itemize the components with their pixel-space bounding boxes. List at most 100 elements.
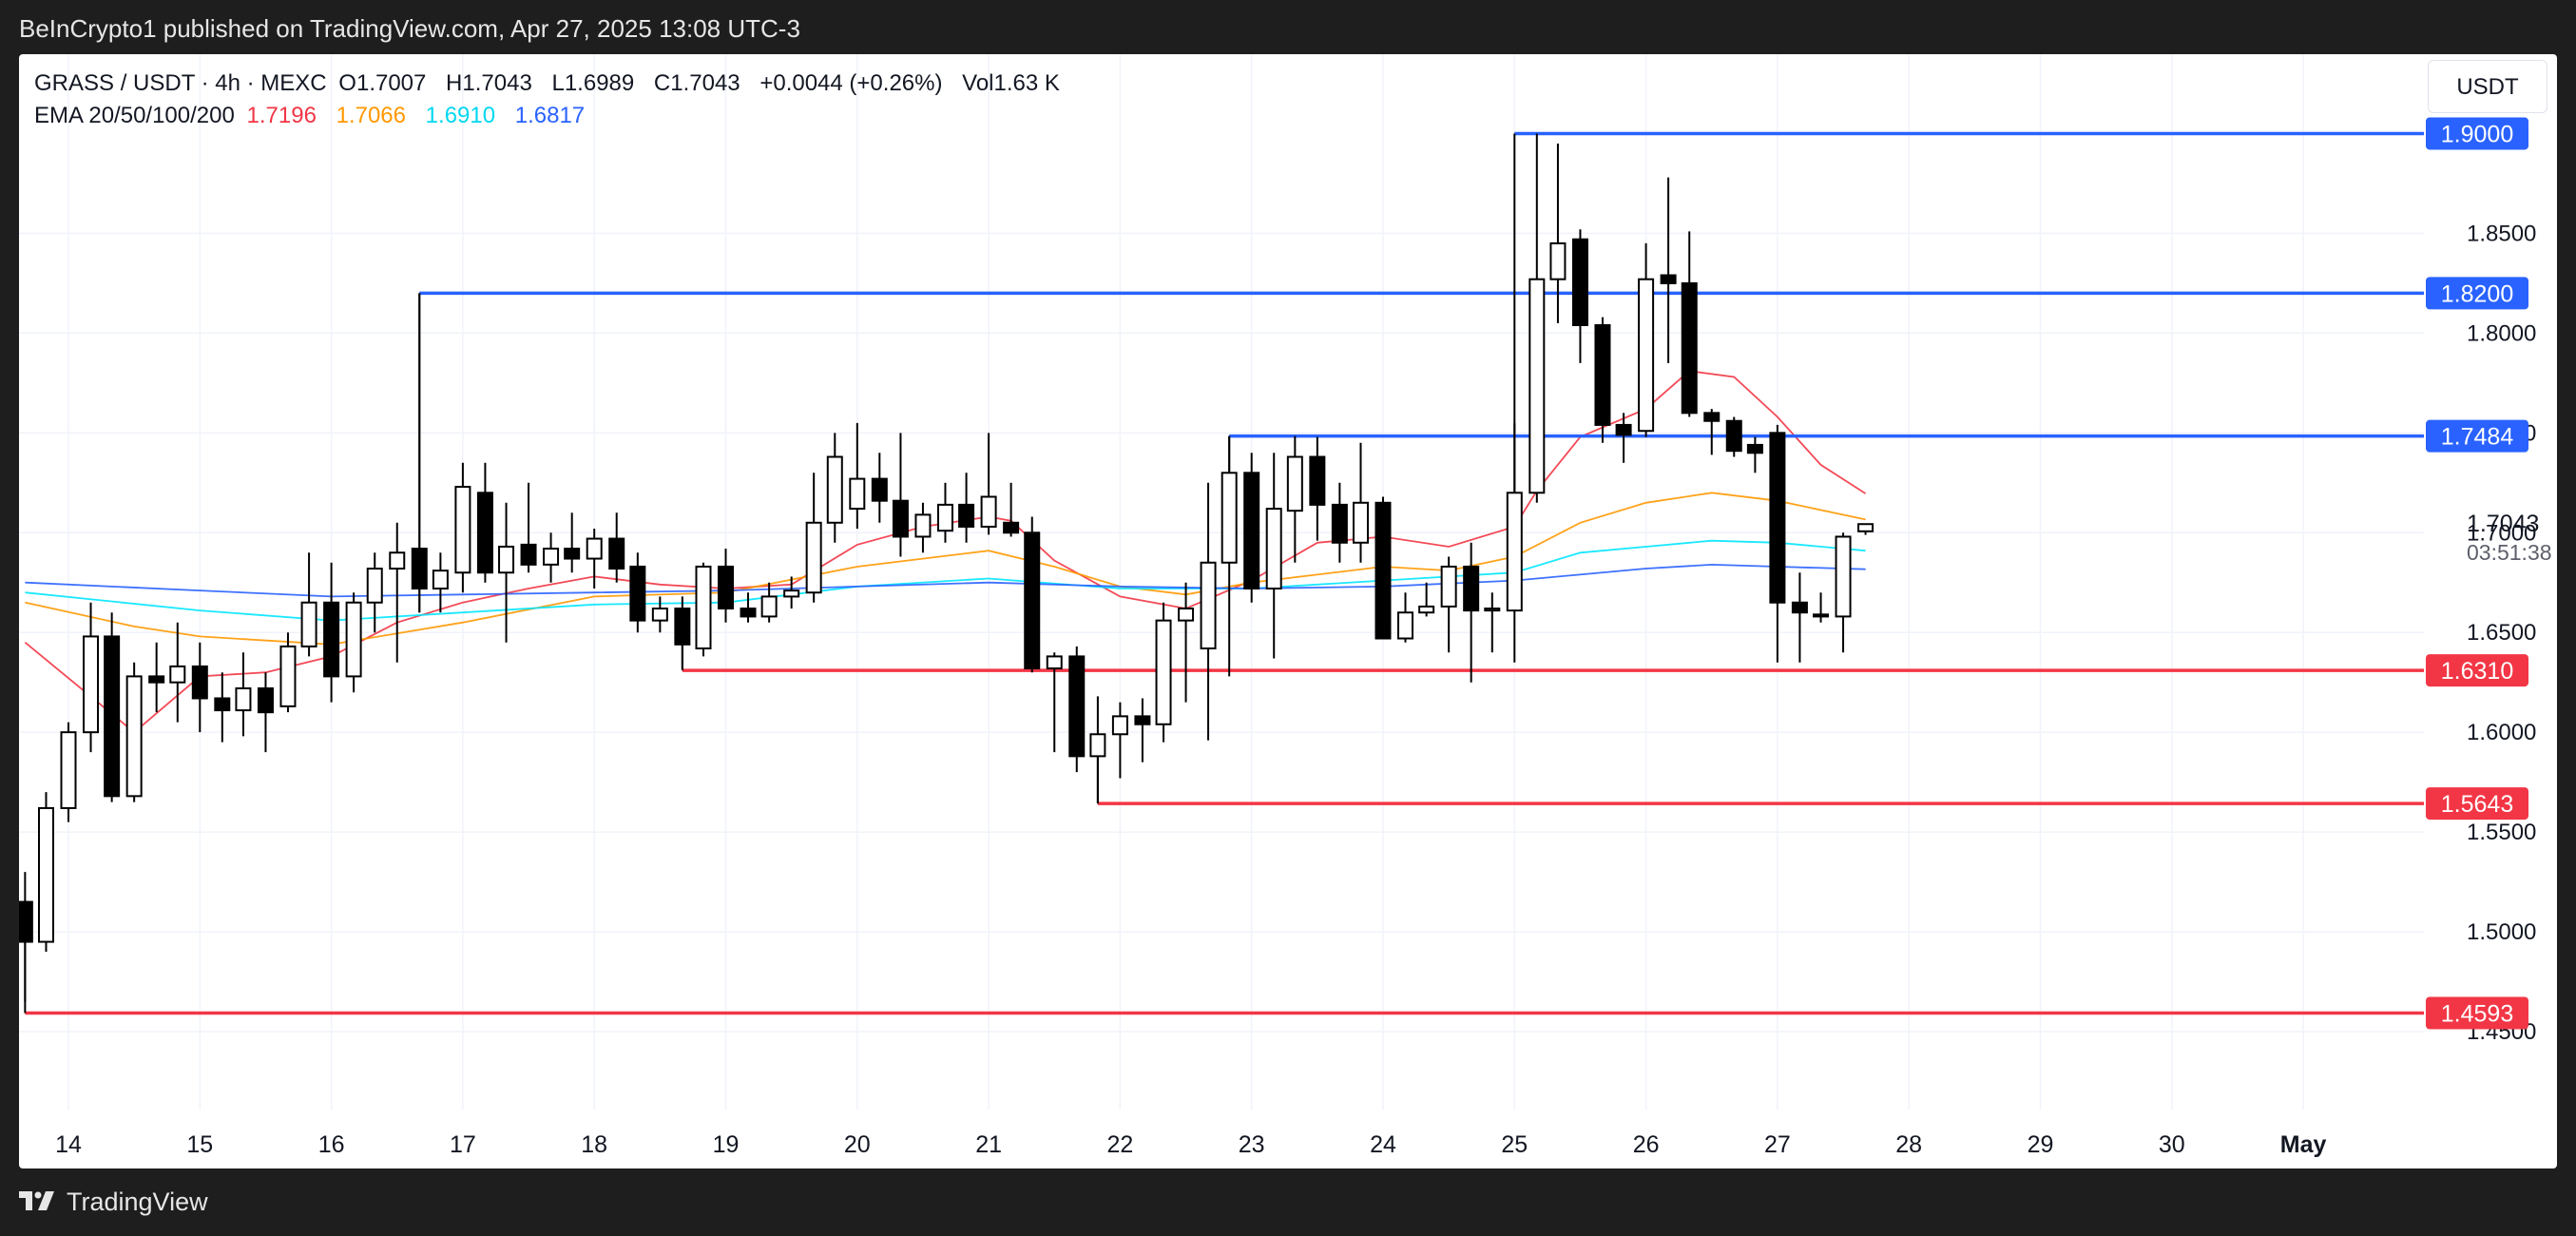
candle[interactable] (19, 872, 33, 1002)
candle[interactable] (1178, 582, 1195, 703)
candle[interactable] (1528, 133, 1546, 503)
candle[interactable] (608, 512, 625, 583)
candle[interactable] (651, 596, 668, 633)
candle[interactable] (1484, 592, 1501, 653)
candle[interactable] (104, 612, 121, 802)
candle[interactable] (871, 453, 888, 523)
candle[interactable] (695, 562, 712, 657)
candle[interactable] (432, 552, 449, 613)
currency-button[interactable]: USDT (2428, 60, 2547, 113)
candle[interactable] (520, 482, 537, 573)
symbol-label[interactable]: GRASS / USDT · 4h · MEXC (34, 70, 327, 96)
candle[interactable] (674, 596, 691, 668)
candle[interactable] (148, 642, 165, 713)
candle[interactable] (125, 662, 143, 802)
candle[interactable] (1046, 652, 1063, 753)
candle[interactable] (849, 422, 866, 530)
candle[interactable] (1506, 422, 1523, 663)
y-axis[interactable]: 1.45001.50001.55001.60001.65001.70001.75… (2467, 221, 2536, 1045)
candle[interactable] (1309, 436, 1326, 541)
candle[interactable] (892, 433, 909, 557)
candle[interactable] (279, 632, 297, 713)
candle[interactable] (169, 622, 186, 723)
candle[interactable] (1221, 435, 1238, 677)
level-price-label[interactable]: 1.7484 (2426, 419, 2528, 453)
candle[interactable] (214, 672, 231, 743)
candle[interactable] (1549, 143, 1567, 323)
candle[interactable] (498, 502, 515, 643)
footer-brand[interactable]: TradingView (67, 1188, 208, 1216)
candle[interactable] (564, 512, 581, 573)
candle[interactable] (1111, 702, 1128, 779)
candle[interactable] (1155, 602, 1172, 743)
candle[interactable] (300, 552, 317, 657)
tradingview-logo-icon[interactable] (19, 1188, 55, 1217)
candle[interactable] (826, 433, 843, 543)
candle[interactable] (60, 722, 77, 822)
level-price-label[interactable]: 1.4593 (2426, 996, 2528, 1030)
candle[interactable] (1331, 482, 1348, 563)
candle[interactable] (805, 473, 822, 603)
candle[interactable] (1003, 482, 1020, 537)
candle[interactable] (1134, 698, 1151, 763)
candle[interactable] (1594, 317, 1611, 443)
level-price-label[interactable]: 1.9000 (2426, 117, 2528, 150)
candle[interactable] (191, 642, 208, 733)
candle[interactable] (345, 592, 362, 693)
candle[interactable] (1200, 482, 1217, 741)
candle[interactable] (1703, 409, 1721, 455)
candle[interactable] (1835, 532, 1852, 653)
candle[interactable] (1375, 496, 1392, 640)
candle[interactable] (980, 433, 997, 535)
candle[interactable] (411, 293, 428, 613)
candle[interactable] (1068, 646, 1086, 773)
candle[interactable] (1725, 416, 1742, 457)
candle[interactable] (1857, 523, 1874, 535)
ema-label[interactable]: EMA 20/50/100/200 (34, 103, 235, 128)
candles[interactable] (19, 133, 1874, 1002)
candle[interactable] (760, 582, 778, 623)
candle[interactable] (235, 652, 252, 737)
chart-panel[interactable]: 1.45001.50001.55001.60001.65001.70001.75… (19, 54, 2557, 1168)
candle[interactable] (936, 482, 953, 543)
candle[interactable] (1571, 229, 1588, 363)
candle[interactable] (1660, 177, 1677, 363)
candle[interactable] (543, 532, 560, 583)
level-price-label[interactable]: 1.6310 (2426, 654, 2528, 687)
candle[interactable] (454, 462, 471, 593)
candle[interactable] (323, 562, 340, 703)
candle[interactable] (37, 792, 54, 953)
candle[interactable] (1769, 424, 1786, 663)
candle[interactable] (476, 462, 493, 583)
price-chart[interactable]: 1.45001.50001.55001.60001.65001.70001.75… (19, 54, 2557, 1168)
candle[interactable] (257, 672, 274, 753)
level-price-label[interactable]: 1.8200 (2426, 277, 2528, 310)
candle[interactable] (1397, 592, 1414, 643)
candle[interactable] (914, 502, 932, 553)
level-price-label[interactable]: 1.5643 (2426, 787, 2528, 821)
candle[interactable] (1440, 556, 1457, 653)
candle[interactable] (1243, 453, 1260, 603)
candle[interactable] (958, 473, 975, 543)
candle[interactable] (586, 529, 603, 589)
candle[interactable] (1352, 442, 1369, 563)
candle[interactable] (1265, 453, 1282, 659)
candle[interactable] (1791, 572, 1808, 663)
candle[interactable] (1418, 582, 1435, 617)
candle[interactable] (629, 552, 646, 633)
candle[interactable] (1463, 542, 1480, 683)
candle[interactable] (1813, 592, 1830, 623)
candle[interactable] (1089, 696, 1106, 804)
candle[interactable] (783, 576, 800, 609)
candle[interactable] (1615, 413, 1632, 463)
candle[interactable] (718, 549, 734, 623)
candle[interactable] (1638, 242, 1655, 437)
candle[interactable] (83, 602, 100, 753)
candle[interactable] (366, 552, 383, 633)
candle[interactable] (1286, 435, 1303, 563)
candle[interactable] (1024, 516, 1041, 673)
x-axis[interactable]: 14 15 16 17 18 19 20 21 22 23 24 25 26 27 28 29 30 May (55, 1131, 2326, 1158)
candle[interactable] (389, 522, 406, 663)
candle[interactable] (1746, 436, 1763, 473)
candle[interactable] (740, 592, 757, 623)
